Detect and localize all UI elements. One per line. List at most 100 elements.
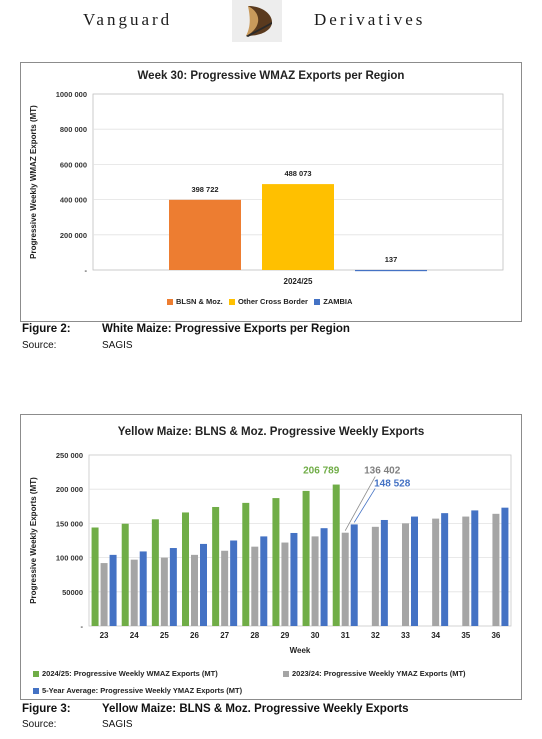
bar: [441, 513, 449, 626]
source-label: Source:: [22, 340, 57, 351]
y-axis-label: Progressive Weekly Exports (MT): [29, 477, 38, 604]
bar: [290, 532, 298, 626]
legend-label: ZAMBIA: [323, 297, 353, 306]
chart1-legend: BLSN & Moz. Other Cross Border ZAMBIA: [167, 297, 352, 306]
bar: [121, 523, 129, 626]
bar: [281, 542, 289, 626]
x-tick-label: 30: [311, 631, 320, 640]
bar: [212, 506, 220, 626]
bar: [130, 559, 138, 626]
bar: [471, 510, 479, 626]
y-tick-label: 1000 000: [56, 90, 87, 99]
brand-name-left: Vanguard: [83, 10, 173, 29]
y-tick-label: 50000: [62, 588, 83, 597]
x-tick-label: 35: [461, 631, 470, 640]
logo-icon: [246, 6, 272, 37]
bar: [432, 518, 440, 626]
chart-ymaz-weekly-exports: Yellow Maize: BLNS & Moz. Progressive We…: [20, 414, 522, 700]
bar: [91, 527, 99, 626]
x-tick-label: 25: [160, 631, 169, 640]
chart-title: Yellow Maize: BLNS & Moz. Progressive We…: [117, 426, 425, 438]
x-tick-label: 33: [401, 631, 410, 640]
page-header: Vanguard Derivatives: [0, 0, 542, 44]
annotation-label: 148 528: [374, 478, 411, 489]
bar: [262, 184, 334, 270]
x-axis-label: Week: [290, 646, 311, 655]
y-tick-label: 100 000: [56, 554, 83, 563]
y-tick-label: 600 000: [60, 160, 87, 169]
bar: [100, 563, 108, 626]
bar: [191, 554, 198, 626]
bar: [355, 269, 427, 272]
y-tick-label: 150 000: [56, 519, 83, 528]
figure-label: Figure 3:: [22, 703, 71, 715]
y-tick-label: 400 000: [60, 196, 87, 205]
bar: [411, 516, 418, 626]
annotation-leader: [353, 488, 376, 523]
bar: [182, 512, 189, 626]
annotation-label: 206 789: [303, 466, 340, 477]
source-label: Source:: [22, 719, 57, 730]
y-tick-label: 250 000: [56, 451, 83, 460]
y-tick-label: -: [81, 622, 84, 631]
figure-2-caption: Figure 2: White Maize: Progressive Expor…: [22, 323, 522, 353]
logo: [232, 0, 282, 42]
chart-title: Week 30: Progressive WMAZ Exports per Re…: [137, 70, 405, 82]
legend-label: Other Cross Border: [237, 297, 308, 306]
y-tick-label: 200 000: [56, 485, 83, 494]
bar: [492, 513, 500, 626]
legend-label: 2024/25: Progressive Weekly WMAZ Exports…: [42, 669, 218, 678]
annotation-leader: [344, 476, 376, 531]
legend-swatch: [283, 671, 289, 678]
figure-caption: White Maize: Progressive Exports per Reg…: [102, 323, 350, 335]
chart-wmaz-exports-region: Week 30: Progressive WMAZ Exports per Re…: [20, 62, 522, 322]
data-label: 398 722: [191, 185, 218, 194]
bar: [151, 519, 159, 626]
bar: [332, 484, 340, 626]
bar: [350, 524, 358, 626]
x-tick-label: 2024/25: [284, 277, 313, 286]
x-tick-label: 32: [371, 631, 380, 640]
chart2-legend-item-2024-25: 2024/25: Progressive Weekly WMAZ Exports…: [33, 669, 218, 678]
bar: [501, 507, 509, 626]
bar: [169, 548, 177, 626]
y-tick-label: 200 000: [60, 231, 87, 240]
bar: [251, 546, 259, 626]
x-tick-label: 24: [130, 631, 139, 640]
y-axis-label: Progressive Weekly WMAZ Exports (MT): [29, 105, 38, 259]
bar: [380, 519, 388, 626]
brand-name-right: Derivatives: [314, 10, 426, 29]
plot-area: [88, 454, 512, 627]
x-tick-label: 34: [431, 631, 440, 640]
bar: [320, 528, 328, 626]
x-tick-label: 36: [491, 631, 500, 640]
x-tick-label: 31: [341, 631, 350, 640]
y-tick-label: 800 000: [60, 125, 87, 134]
bar: [221, 550, 229, 626]
bar: [371, 526, 379, 626]
legend-swatch: [314, 299, 321, 306]
data-label: 137: [385, 255, 398, 264]
bar: [302, 490, 310, 626]
bar: [230, 540, 238, 626]
figure-caption: Yellow Maize: BLNS & Moz. Progressive We…: [102, 703, 409, 715]
x-tick-label: 26: [190, 631, 199, 640]
legend-swatch: [167, 299, 173, 306]
x-tick-label: 29: [280, 631, 289, 640]
chart1-plot: - 200 000 400 000 600 000 800 000 1000 000 Pro…: [29, 90, 504, 286]
bar: [200, 543, 207, 626]
y-tick-label: -: [85, 266, 88, 275]
chart2-plot: - 50000 100 000 150 000 200 000 250 000 Progre…: [29, 451, 512, 655]
bar: [462, 516, 470, 626]
bar: [160, 557, 168, 626]
bar: [311, 536, 319, 626]
chart2-legend-item-2023-24: 2023/24: Progressive Weekly YMAZ Exports…: [283, 669, 466, 678]
legend-label: 5-Year Average: Progressive Weekly YMAZ …: [42, 686, 243, 695]
x-tick-label: 23: [100, 631, 109, 640]
legend-swatch: [33, 688, 39, 695]
bar: [272, 498, 280, 626]
legend-label: 2023/24: Progressive Weekly YMAZ Exports…: [292, 669, 466, 678]
bar: [109, 554, 117, 626]
legend-swatch: [228, 299, 235, 306]
bar: [402, 523, 409, 626]
